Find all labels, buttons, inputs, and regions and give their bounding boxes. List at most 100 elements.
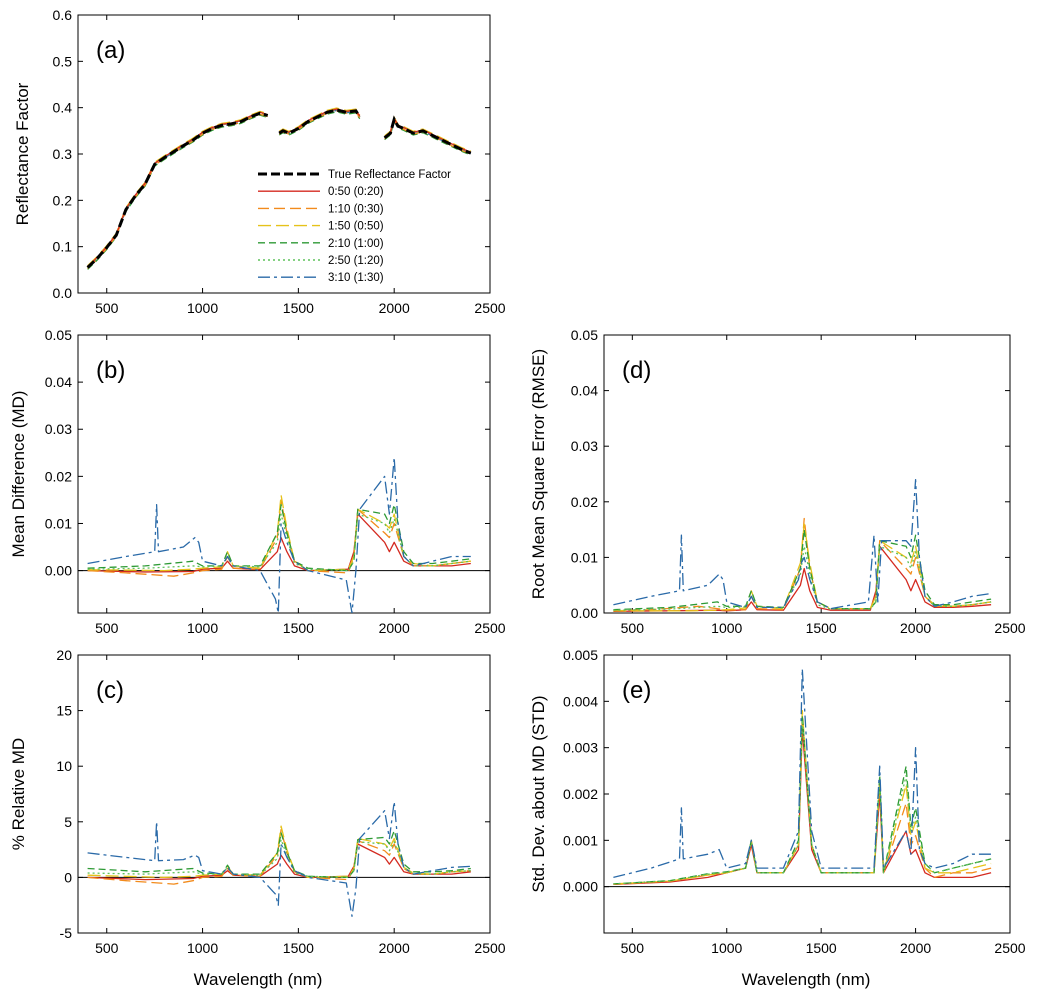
y-tick-label: 0.03 — [571, 438, 598, 454]
x-tick-label: 2500 — [474, 940, 505, 956]
x-tick-label: 1500 — [283, 620, 314, 636]
y-axis-label: % Relative MD — [9, 738, 28, 850]
series-line-s4 — [613, 528, 992, 611]
y-tick-label: 10 — [56, 758, 72, 774]
legend-label: 0:50 (0:20) — [328, 186, 384, 198]
x-tick-label: 2000 — [900, 620, 931, 636]
y-tick-label: 0.4 — [53, 100, 73, 116]
x-tick-label: 2500 — [474, 620, 505, 636]
y-tick-label: 0.00 — [45, 563, 72, 579]
plot-area — [86, 107, 472, 270]
x-tick-label: 1000 — [187, 300, 218, 316]
y-tick-label: 0 — [64, 869, 72, 885]
series-line-s4 — [384, 119, 472, 156]
series-line-s3 — [278, 107, 361, 133]
plot-area — [613, 668, 992, 886]
series-line-s1 — [613, 728, 992, 886]
series-line-s6 — [613, 478, 992, 610]
y-tick-label: 0.004 — [563, 693, 598, 709]
plot-frame — [77, 334, 491, 614]
y-tick-label: 0.01 — [571, 549, 598, 565]
panel-label: (b) — [96, 357, 125, 384]
y-tick-label: 0.05 — [571, 327, 598, 343]
plot-area — [87, 801, 471, 917]
series-line-s1 — [87, 843, 471, 881]
x-tick-label: 1500 — [283, 940, 314, 956]
x-tick-label: 500 — [95, 300, 119, 316]
y-tick-label: 0.01 — [45, 515, 72, 531]
panel-e: 500 1000 1500 2000 2500 0.000 0.001 0.002 0.003 0… — [529, 647, 1026, 956]
y-axis-label: Reflectance Factor — [13, 82, 32, 225]
series-line-s1 — [87, 513, 471, 573]
series-line-true — [86, 111, 269, 269]
series-line-s2 — [87, 113, 268, 269]
series-line-true — [383, 115, 472, 155]
x-tick-label: 500 — [621, 940, 645, 956]
plot-area — [87, 456, 471, 613]
series-line-s3 — [87, 110, 268, 267]
x-tick-label: 500 — [95, 940, 119, 956]
series-line-s5 — [613, 545, 992, 611]
x-axis-label-left: Wavelength (nm) — [194, 970, 323, 989]
y-tick-label: 0.003 — [563, 740, 598, 756]
panel-b: 500 1000 1500 2000 2500 0.00 0.01 0.02 0.03 0.04 0… — [9, 327, 506, 636]
series-line-s2 — [278, 110, 361, 135]
series-line-s3 — [87, 494, 471, 572]
panel-a: 500 1000 1500 2000 2500 0.0 0.1 0.2 0.3 0.4 0.5 0.6… — [13, 7, 506, 316]
series-line-s6 — [87, 113, 268, 269]
x-tick-label: 1500 — [283, 300, 314, 316]
plot-frame — [603, 334, 1011, 614]
x-tick-label: 2000 — [379, 300, 410, 316]
y-tick-label: 0.002 — [563, 786, 598, 802]
y-tick-label: 0.02 — [571, 494, 598, 510]
series-line-s4 — [87, 114, 268, 270]
legend-label: 2:10 (1:00) — [328, 238, 384, 250]
y-tick-label: 0.000 — [563, 879, 598, 895]
y-tick-label: 0.2 — [53, 192, 73, 208]
x-tick-label: 1000 — [711, 620, 742, 636]
y-tick-label: 15 — [56, 703, 72, 719]
panel-c: 500 1000 1500 2000 2500 -5 0 5 10 15 20 % Relative … — [9, 647, 506, 956]
y-axis-label: Root Mean Square Error (RMSE) — [529, 349, 548, 599]
series-line-s5 — [613, 719, 992, 885]
legend-label: 1:10 (0:30) — [328, 203, 384, 215]
x-tick-label: 1000 — [187, 620, 218, 636]
y-tick-label: 0.3 — [53, 146, 73, 162]
y-tick-label: 0.005 — [563, 647, 598, 663]
series-line-s5 — [87, 112, 268, 268]
y-tick-label: 0.001 — [563, 832, 598, 848]
x-tick-label: 1500 — [806, 940, 837, 956]
plot-frame — [77, 14, 491, 294]
x-tick-label: 2000 — [379, 620, 410, 636]
panel-label: (a) — [96, 37, 125, 64]
y-tick-label: 0.0 — [53, 285, 73, 301]
y-axis-label: Mean Difference (MD) — [9, 391, 28, 558]
y-tick-label: 0.04 — [571, 383, 598, 399]
y-tick-label: -5 — [60, 925, 73, 941]
plot-area — [613, 478, 992, 612]
series-line-s3 — [87, 825, 471, 879]
legend-label: 3:10 (1:30) — [328, 272, 384, 284]
series-line-s4 — [87, 503, 471, 572]
plot-frame — [77, 654, 491, 934]
y-tick-label: 0.05 — [45, 327, 72, 343]
panel-label: (d) — [622, 357, 651, 384]
x-tick-label: 500 — [621, 620, 645, 636]
panel-label: (e) — [622, 677, 651, 704]
y-axis-label: Std. Dev. about MD (STD) — [529, 695, 548, 892]
series-line-s2 — [87, 828, 471, 885]
y-tick-label: 0.1 — [53, 239, 73, 255]
x-tick-label: 1000 — [711, 940, 742, 956]
x-tick-label: 2000 — [900, 940, 931, 956]
x-tick-label: 2500 — [994, 940, 1025, 956]
x-tick-label: 500 — [95, 620, 119, 636]
legend-label: True Reflectance Factor — [328, 169, 451, 181]
series-line-s1 — [87, 111, 268, 268]
y-tick-label: 0.02 — [45, 468, 72, 484]
x-tick-label: 2500 — [994, 620, 1025, 636]
series-line-s6 — [87, 801, 471, 917]
panel-d: 500 1000 1500 2000 2500 0.00 0.01 0.02 0.03 0.04 0… — [529, 327, 1026, 636]
x-tick-label: 1500 — [806, 620, 837, 636]
x-axis-label-right: Wavelength (nm) — [742, 970, 871, 989]
